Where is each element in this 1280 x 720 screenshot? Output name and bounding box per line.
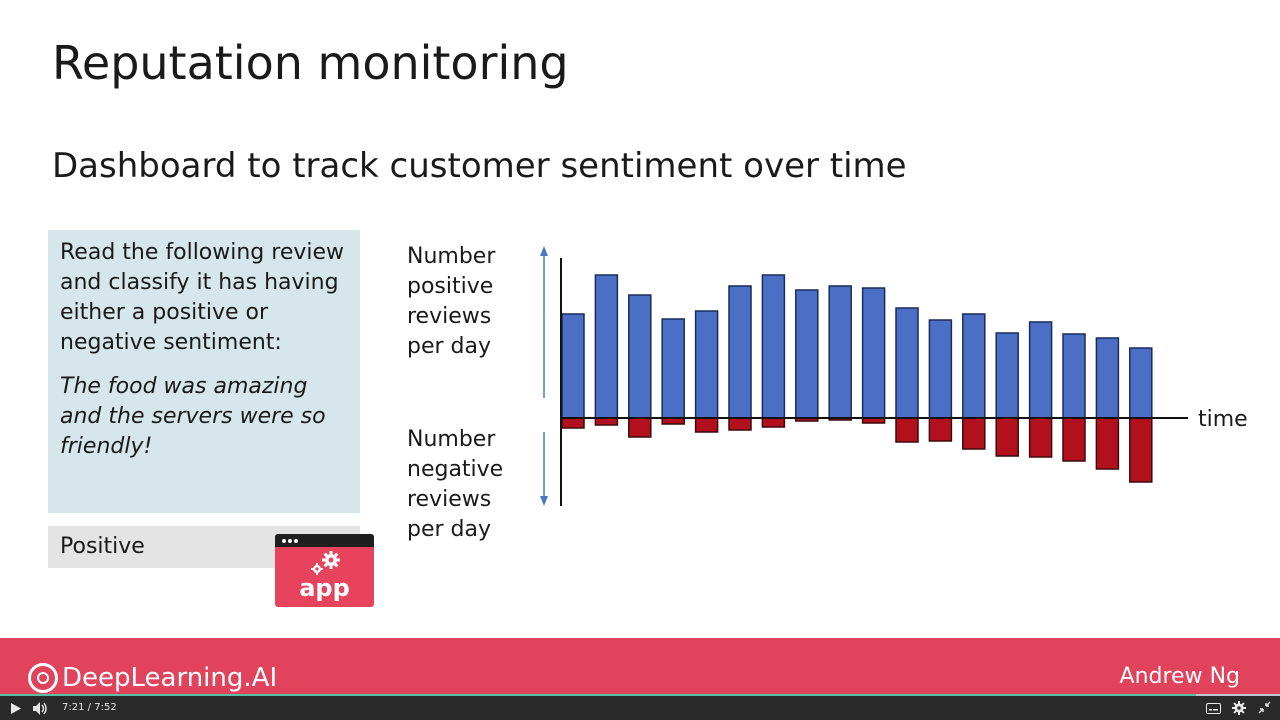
negative-bar <box>962 417 986 450</box>
negative-bar <box>1129 417 1153 483</box>
up-arrow-icon <box>540 246 548 256</box>
app-label: app <box>299 574 350 602</box>
time-separator: / <box>87 702 92 713</box>
deeplearning-logo-icon <box>28 663 58 693</box>
prompt-box: Read the following review and classify i… <box>48 230 360 513</box>
volume-icon[interactable] <box>33 702 48 715</box>
current-time: 7:21 <box>62 702 85 713</box>
negative-bar <box>728 417 752 431</box>
footer-banner <box>0 638 1280 696</box>
negative-bar <box>1028 417 1053 458</box>
negative-bar <box>761 417 786 428</box>
negative-bar <box>895 417 919 443</box>
app-icon: app <box>275 534 374 607</box>
axis-label-line: reviews <box>407 487 492 512</box>
positive-bar <box>895 307 919 419</box>
play-icon[interactable] <box>11 703 21 714</box>
brand-name: DeepLearning.AI <box>62 663 278 693</box>
progress-bar[interactable] <box>0 694 1280 696</box>
positive-bar <box>728 285 752 419</box>
settings-gear-icon[interactable] <box>1232 701 1246 715</box>
negative-bar <box>594 417 619 426</box>
negative-bar <box>694 417 719 433</box>
axis-label-line: per day <box>407 517 492 542</box>
positive-bar <box>561 313 585 419</box>
negative-bar <box>561 417 585 429</box>
positive-bar <box>1062 333 1086 419</box>
duration: 7:52 <box>94 702 117 713</box>
axis-label-line: reviews <box>407 304 492 329</box>
window-dot-icon <box>288 539 292 543</box>
positive-bar <box>694 310 719 419</box>
axis-label-line: Number <box>407 427 496 452</box>
positive-bar <box>828 285 852 419</box>
captions-icon[interactable] <box>1206 703 1221 714</box>
positive-bar <box>594 274 619 419</box>
window-dot-icon <box>294 539 298 543</box>
gears-icon <box>311 551 340 575</box>
axis-label-line: positive <box>407 274 494 299</box>
positive-bar <box>761 274 786 419</box>
review-text: The food was amazing and the servers wer… <box>60 374 326 459</box>
positive-bar <box>1028 321 1053 419</box>
negative-axis-label: Number negative reviews per day <box>407 425 503 545</box>
positive-bar <box>795 289 819 419</box>
positive-bar <box>1129 347 1153 419</box>
prompt-text: Read the following review and classify i… <box>60 240 345 355</box>
negative-bar <box>1095 417 1120 470</box>
slide: Reputation monitoring Dashboard to track… <box>48 36 1248 607</box>
chart-bars <box>561 274 1153 483</box>
positive-axis-label: Number positive reviews per day <box>407 242 495 362</box>
app-window-bar <box>275 534 374 547</box>
positive-bar <box>628 294 652 419</box>
positive-bar <box>995 332 1019 419</box>
axis-label-line: negative <box>407 457 504 482</box>
exit-fullscreen-icon[interactable] <box>1258 701 1271 714</box>
x-axis-label: time <box>1198 407 1248 432</box>
slide-title: Reputation monitoring <box>52 36 569 90</box>
down-arrow-icon <box>540 496 548 506</box>
result-text: Positive <box>60 534 145 559</box>
axis-label-line: per day <box>407 334 492 359</box>
negative-bar <box>1062 417 1086 462</box>
negative-bar <box>628 417 652 438</box>
axis-label-line: Number <box>407 244 496 269</box>
sentiment-chart: time <box>540 246 1248 506</box>
player-controls: 7:21 / 7:52 <box>0 696 1280 720</box>
presenter-name: Andrew Ng <box>1119 664 1240 689</box>
positive-bar <box>962 313 986 419</box>
negative-bar <box>995 417 1019 457</box>
negative-bar <box>928 417 953 442</box>
positive-bar <box>661 318 685 419</box>
time-readout: 7:21 / 7:52 <box>62 699 117 717</box>
slide-subtitle: Dashboard to track customer sentiment ov… <box>52 146 907 186</box>
positive-bar <box>861 287 886 419</box>
window-dot-icon <box>282 539 286 543</box>
positive-bar <box>1095 337 1120 419</box>
positive-bar <box>928 319 953 419</box>
brand: DeepLearning.AI <box>28 661 277 695</box>
progress-fill <box>0 694 1196 696</box>
